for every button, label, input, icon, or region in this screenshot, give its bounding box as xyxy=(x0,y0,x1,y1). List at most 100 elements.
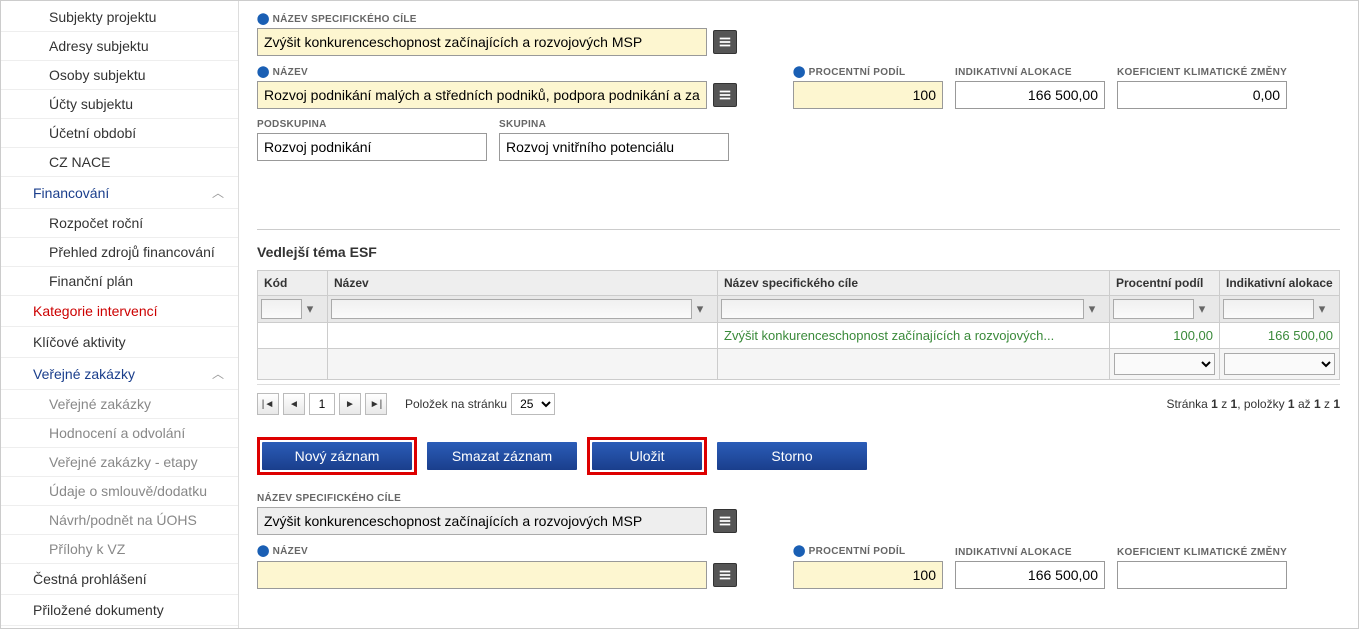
novy-zaznam-button[interactable]: Nový záznam xyxy=(262,442,412,470)
list-picker-button[interactable] xyxy=(713,563,737,587)
required-icon: ⬤ xyxy=(793,66,806,79)
nazev-spec-input-2 xyxy=(257,507,707,535)
list-picker-button[interactable] xyxy=(713,30,737,54)
chevron-up-icon: ︿ xyxy=(212,184,224,201)
pager-first[interactable]: |◄ xyxy=(257,393,279,415)
sidebar-item-vz4[interactable]: Údaje o smlouvě/dodatku xyxy=(1,477,238,506)
sidebar-item-prehled[interactable]: Přehled zdrojů financování xyxy=(1,238,238,267)
filter-icon[interactable]: ▾ xyxy=(1084,299,1100,319)
sidebar-item-rozpocet[interactable]: Rozpočet roční xyxy=(1,209,238,238)
field-label: NÁZEV xyxy=(273,546,308,558)
pager-page-input[interactable] xyxy=(309,393,335,415)
pager-per-page[interactable]: 25 xyxy=(511,393,555,415)
koef-input-2[interactable] xyxy=(1117,561,1287,589)
required-icon: ⬤ xyxy=(257,13,270,26)
filter-procent[interactable] xyxy=(1113,299,1194,319)
filter-icon[interactable]: ▾ xyxy=(302,299,318,319)
field-label: PROCENTNÍ PODÍL xyxy=(809,546,906,558)
smazat-zaznam-button[interactable]: Smazat záznam xyxy=(427,442,577,470)
esf-table: Kód Název Název specifického cíle Procen… xyxy=(257,270,1340,380)
procent-input-2[interactable] xyxy=(793,561,943,589)
filter-icon[interactable]: ▾ xyxy=(1194,299,1210,319)
field-label: INDIKATIVNÍ ALOKACE xyxy=(955,67,1072,79)
table-row[interactable]: Zvýšit konkurenceschopnost začínajících … xyxy=(258,323,1340,349)
sidebar-header-verejne[interactable]: Veřejné zakázky ︿ xyxy=(1,358,238,390)
indik-input-2[interactable] xyxy=(955,561,1105,589)
th-procent[interactable]: Procentní podíl xyxy=(1110,271,1220,296)
required-icon: ⬤ xyxy=(257,66,270,79)
th-nazev-spec[interactable]: Název specifického cíle xyxy=(718,271,1110,296)
sidebar-header-label: Financování xyxy=(33,185,109,201)
cell-kod xyxy=(258,323,328,349)
pager-prev[interactable]: ◄ xyxy=(283,393,305,415)
required-icon: ⬤ xyxy=(257,545,270,558)
indik-input[interactable] xyxy=(955,81,1105,109)
sidebar-item-label: Klíčové aktivity xyxy=(33,334,126,350)
sidebar-item-osoby[interactable]: Osoby subjektu xyxy=(1,61,238,90)
sidebar-item-vz2[interactable]: Hodnocení a odvolání xyxy=(1,419,238,448)
filter-icon[interactable]: ▾ xyxy=(692,299,708,319)
pager-items-label: Položek na stránku xyxy=(405,397,507,411)
filter-nazev-spec[interactable] xyxy=(721,299,1084,319)
skupina-input[interactable] xyxy=(499,133,729,161)
th-indik[interactable]: Indikativní alokace xyxy=(1220,271,1340,296)
sidebar-item-plan[interactable]: Finanční plán xyxy=(1,267,238,296)
field-label: INDIKATIVNÍ ALOKACE xyxy=(955,547,1072,559)
storno-button[interactable]: Storno xyxy=(717,442,867,470)
sidebar: Subjekty projektu Adresy subjektu Osoby … xyxy=(1,1,239,628)
list-picker-button[interactable] xyxy=(713,509,737,533)
section-title: Vedlejší téma ESF xyxy=(257,244,1340,260)
podskupina-input[interactable] xyxy=(257,133,487,161)
summary-select-procent[interactable] xyxy=(1114,353,1215,375)
sidebar-item-prilozene[interactable]: Přiložené dokumenty xyxy=(1,595,238,626)
procent-input[interactable] xyxy=(793,81,943,109)
highlight-novy: Nový záznam xyxy=(257,437,417,475)
filter-nazev[interactable] xyxy=(331,299,692,319)
sidebar-item-kategorie[interactable]: Kategorie intervencí xyxy=(1,296,238,327)
sidebar-item-obdobi[interactable]: Účetní období xyxy=(1,119,238,148)
field-label: NÁZEV xyxy=(273,67,308,79)
list-picker-button[interactable] xyxy=(713,83,737,107)
pager-last[interactable]: ►| xyxy=(365,393,387,415)
nazev-input[interactable] xyxy=(257,81,707,109)
field-label: KOEFICIENT KLIMATICKÉ ZMĚNY xyxy=(1117,67,1287,79)
sidebar-item-cestna[interactable]: Čestná prohlášení xyxy=(1,564,238,595)
field-label: PROCENTNÍ PODÍL xyxy=(809,67,906,79)
main-content: ⬤NÁZEV SPECIFICKÉHO CÍLE ⬤NÁZEV ⬤PROCENT… xyxy=(239,1,1358,628)
nazev-spec-input[interactable] xyxy=(257,28,707,56)
field-label: NÁZEV SPECIFICKÉHO CÍLE xyxy=(273,14,417,26)
sidebar-item-vz5[interactable]: Návrh/podnět na ÚOHS xyxy=(1,506,238,535)
filter-kod[interactable] xyxy=(261,299,302,319)
sidebar-item-vz1[interactable]: Veřejné zakázky xyxy=(1,390,238,419)
th-kod[interactable]: Kód xyxy=(258,271,328,296)
pager-info: Stránka 1 z 1, položky 1 až 1 z 1 xyxy=(1166,397,1340,411)
sidebar-item-cznace[interactable]: CZ NACE xyxy=(1,148,238,177)
ulozit-button[interactable]: Uložit xyxy=(592,442,702,470)
filter-icon[interactable]: ▾ xyxy=(1314,299,1330,319)
required-icon: ⬤ xyxy=(793,545,806,558)
pager: |◄ ◄ ► ►| Položek na stránku 25 Stránka … xyxy=(257,384,1340,423)
sidebar-item-vz6[interactable]: Přílohy k VZ xyxy=(1,535,238,564)
field-label: SKUPINA xyxy=(499,119,546,131)
sidebar-item-vz3[interactable]: Veřejné zakázky - etapy xyxy=(1,448,238,477)
pager-next[interactable]: ► xyxy=(339,393,361,415)
cell-indik: 166 500,00 xyxy=(1220,323,1340,349)
chevron-up-icon: ︿ xyxy=(212,365,224,382)
field-label: NÁZEV SPECIFICKÉHO CÍLE xyxy=(257,493,401,505)
highlight-ulozit: Uložit xyxy=(587,437,707,475)
sidebar-item-klicove[interactable]: Klíčové aktivity xyxy=(1,327,238,358)
sidebar-item-adresy[interactable]: Adresy subjektu xyxy=(1,32,238,61)
sidebar-item-label: Čestná prohlášení xyxy=(33,571,147,587)
sidebar-item-ucty[interactable]: Účty subjektu xyxy=(1,90,238,119)
th-nazev[interactable]: Název xyxy=(328,271,718,296)
koef-input[interactable] xyxy=(1117,81,1287,109)
summary-select-indik[interactable] xyxy=(1224,353,1335,375)
cell-procent: 100,00 xyxy=(1110,323,1220,349)
cell-nazev xyxy=(328,323,718,349)
field-label: PODSKUPINA xyxy=(257,119,327,131)
nazev-input-2[interactable] xyxy=(257,561,707,589)
sidebar-item-subjekty[interactable]: Subjekty projektu xyxy=(1,3,238,32)
sidebar-item-label: Přiložené dokumenty xyxy=(33,602,164,618)
sidebar-header-financovani[interactable]: Financování ︿ xyxy=(1,177,238,209)
filter-indik[interactable] xyxy=(1223,299,1314,319)
